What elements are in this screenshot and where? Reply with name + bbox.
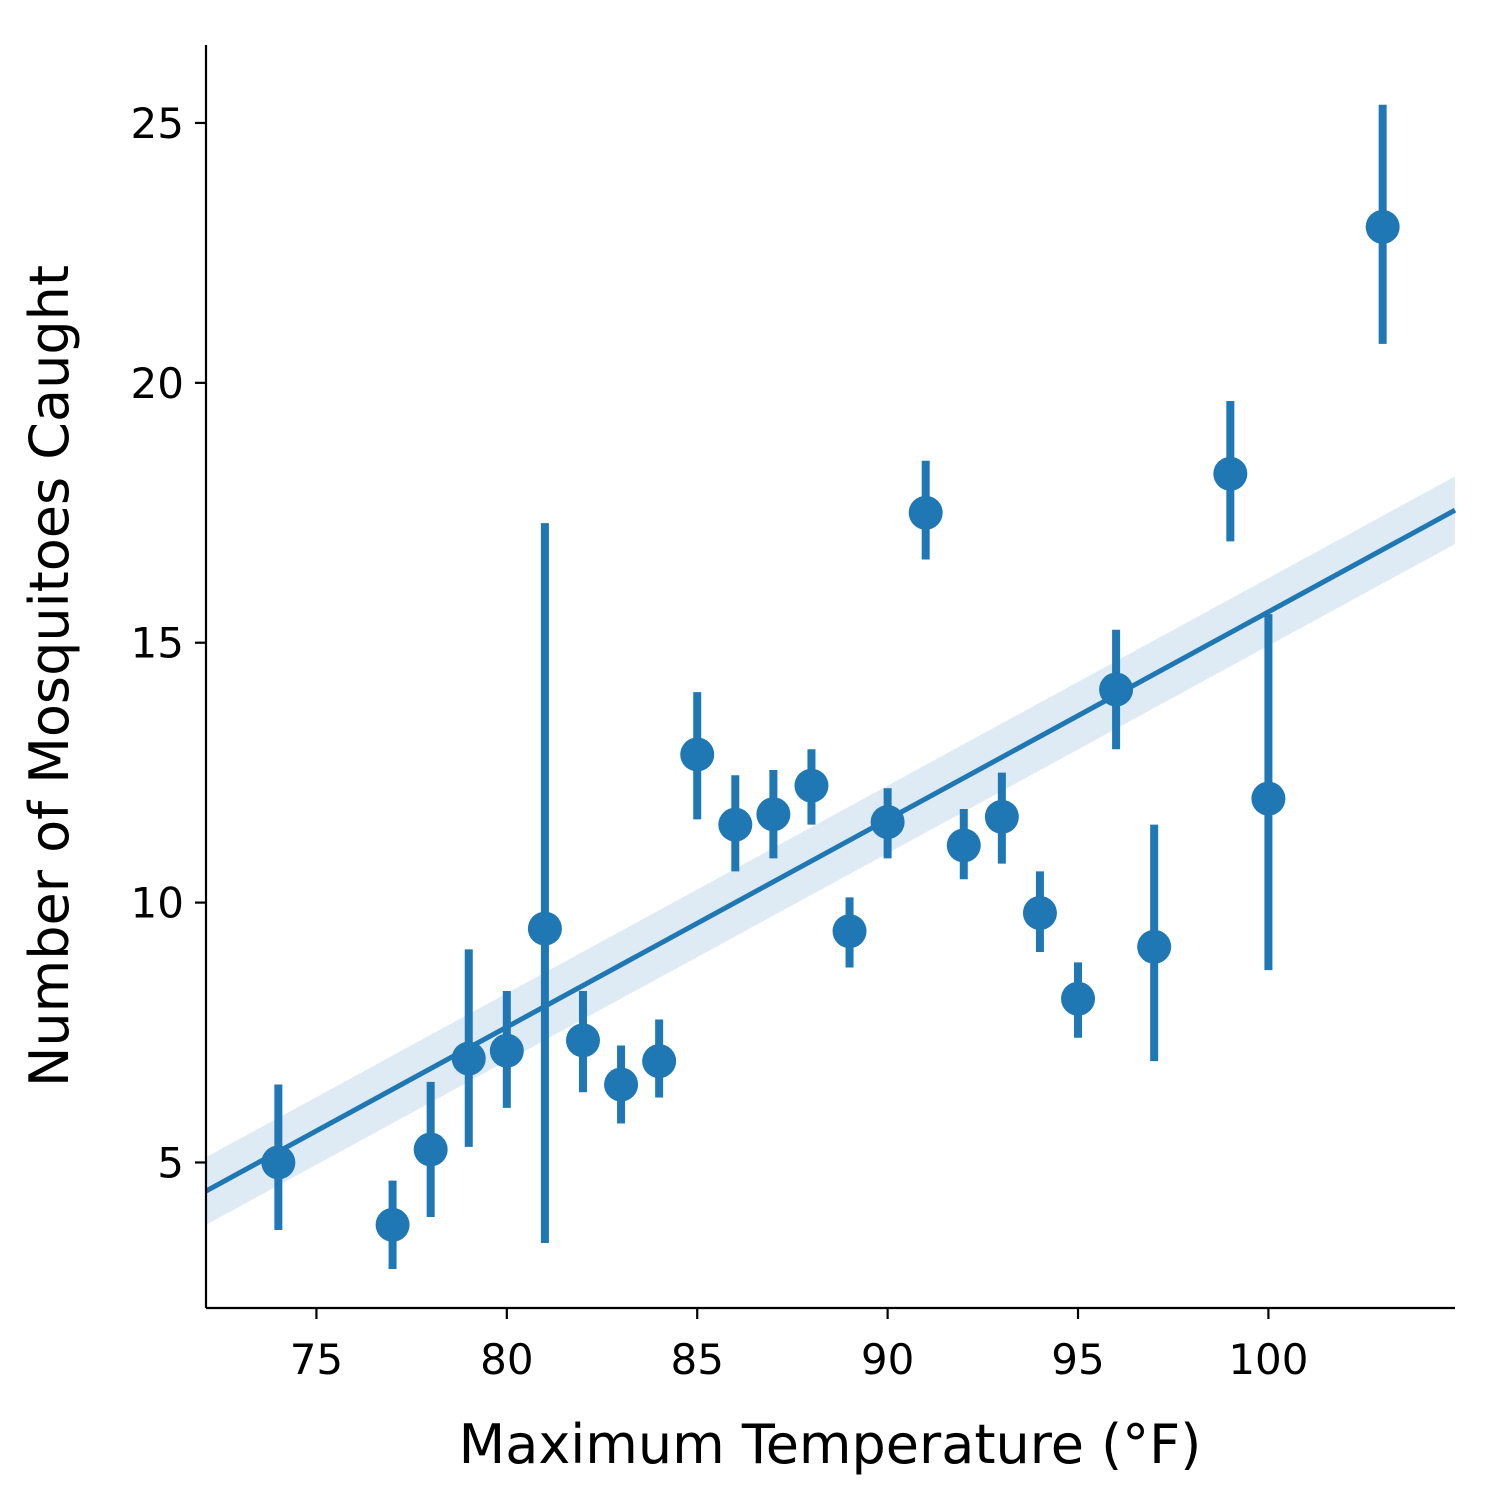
data-point (756, 797, 791, 832)
data-point (527, 911, 562, 946)
data-point (680, 737, 715, 772)
x-tick-label: 80 (480, 1335, 533, 1384)
data-point (565, 1023, 600, 1058)
data-point (489, 1033, 524, 1068)
data-point (870, 805, 905, 840)
data-point (946, 828, 981, 863)
data-point (1137, 929, 1172, 964)
x-tick-label: 95 (1051, 1335, 1104, 1384)
x-tick-label: 85 (670, 1335, 723, 1384)
x-tick-label: 100 (1228, 1335, 1308, 1384)
data-point (1022, 895, 1057, 930)
data-point (1099, 672, 1134, 707)
data-point (413, 1132, 448, 1167)
data-point (984, 799, 1019, 834)
y-tick-label: 10 (131, 879, 184, 928)
y-axis-title: Number of Mosquitoes Caught (18, 265, 81, 1087)
data-point (1061, 981, 1096, 1016)
data-point (642, 1044, 677, 1079)
y-tick-label: 15 (131, 619, 184, 668)
data-point (604, 1067, 639, 1102)
x-tick-label: 90 (861, 1335, 914, 1384)
data-point (451, 1041, 486, 1076)
regression-line (204, 507, 1457, 1194)
data-point (375, 1207, 410, 1242)
y-tick-label: 20 (131, 359, 184, 408)
y-tick-label: 25 (131, 99, 184, 148)
points-layer (261, 209, 1400, 1242)
x-ticks: 75 80 85 90 95 100 (290, 1308, 1308, 1384)
data-point (718, 807, 753, 842)
data-point (908, 495, 943, 530)
x-axis-title: Maximum Temperature (°F) (459, 1413, 1202, 1476)
data-point (832, 914, 867, 949)
regression-line-layer (204, 507, 1457, 1194)
y-tick-label: 5 (157, 1138, 184, 1187)
data-point (1365, 209, 1400, 244)
data-point (1251, 781, 1286, 816)
data-point (794, 768, 829, 803)
data-point (1213, 456, 1248, 491)
data-point (261, 1145, 296, 1180)
x-tick-label: 75 (290, 1335, 343, 1384)
y-ticks: 5 10 15 20 25 (131, 99, 206, 1187)
